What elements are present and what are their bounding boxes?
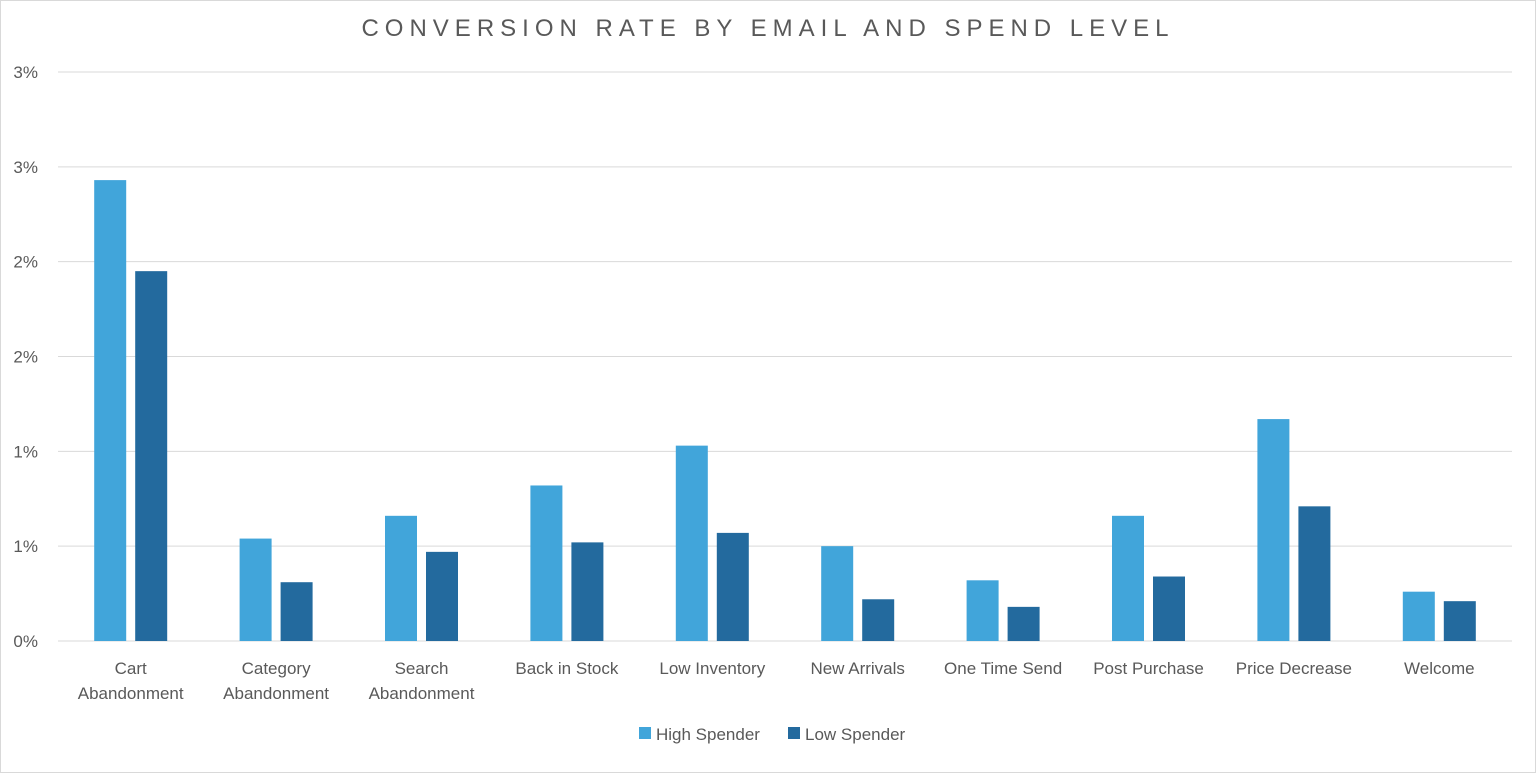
bar-low-spender xyxy=(1443,601,1476,641)
bar-high-spender xyxy=(530,485,563,641)
x-category-label: Price Decrease xyxy=(1236,659,1352,678)
y-tick-label: 1% xyxy=(13,442,38,461)
legend-entry: Low Spender xyxy=(805,725,906,744)
bar-high-spender xyxy=(94,180,127,642)
x-category-label: Low Inventory xyxy=(659,659,765,678)
x-category-label: Post Purchase xyxy=(1093,659,1204,678)
x-category-label: Back in Stock xyxy=(515,659,618,678)
bar-low-spender xyxy=(862,599,895,641)
x-category-label: New Arrivals xyxy=(810,659,904,678)
gridlines xyxy=(58,71,1512,642)
x-category-label: One Time Send xyxy=(944,659,1062,678)
bar-low-spender xyxy=(135,271,168,641)
y-axis-tick-labels: 0% 1% 1% 2% 2% 3% 3% xyxy=(13,63,38,651)
y-tick-label: 2% xyxy=(13,348,38,367)
bar-low-spender xyxy=(280,582,313,641)
legend-entry: High Spender xyxy=(656,725,760,744)
bar-high-spender xyxy=(239,538,272,641)
bar-high-spender xyxy=(1402,591,1435,641)
bars xyxy=(94,180,1476,642)
x-category-label: Abandonment xyxy=(369,684,475,703)
bar-high-spender xyxy=(1257,419,1290,641)
bar-low-spender xyxy=(1298,506,1331,641)
x-category-label: Welcome xyxy=(1404,659,1475,678)
bar-low-spender xyxy=(426,551,458,641)
bar-high-spender xyxy=(821,546,854,641)
bar-high-spender xyxy=(385,515,417,641)
bar-high-spender xyxy=(675,445,708,641)
x-category-label: Abandonment xyxy=(78,684,184,703)
legend: High Spender Low Spender xyxy=(639,725,906,744)
x-category-label: Category xyxy=(242,659,311,678)
y-tick-label: 3% xyxy=(13,63,38,82)
bar-high-spender xyxy=(1112,515,1144,641)
bar-low-spender xyxy=(1153,576,1185,641)
x-axis-category-labels: Cart Abandonment Category Abandonment Search… xyxy=(78,659,1475,703)
y-tick-label: 2% xyxy=(13,253,38,272)
x-category-label: Abandonment xyxy=(223,684,329,703)
y-tick-label: 1% xyxy=(13,537,38,556)
x-category-label: Cart xyxy=(115,659,147,678)
y-tick-label: 3% xyxy=(13,158,38,177)
bar-low-spender xyxy=(716,532,749,641)
legend-swatch xyxy=(788,727,800,739)
bar-low-spender xyxy=(571,542,604,641)
legend-swatch xyxy=(639,727,651,739)
bar-high-spender xyxy=(966,580,999,641)
x-category-label: Search xyxy=(395,659,449,678)
bar-low-spender xyxy=(1007,606,1040,641)
y-tick-label: 0% xyxy=(13,632,38,651)
chart-title: CONVERSION RATE BY EMAIL AND SPEND LEVEL xyxy=(361,15,1175,42)
